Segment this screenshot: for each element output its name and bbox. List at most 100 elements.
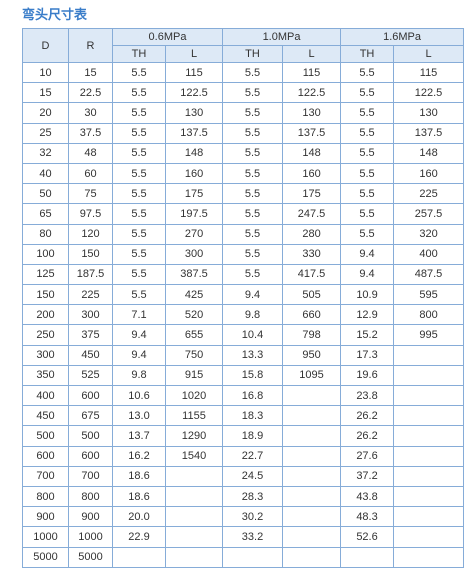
table-row: 400 600 10.6 1020 16.8 23.8 (22, 384, 465, 407)
cell: 150 (68, 243, 113, 265)
cell: 148 (393, 142, 465, 164)
cell: 10 (22, 61, 69, 84)
cell (282, 405, 342, 427)
cell: 5.5 (222, 61, 284, 84)
cell: 22.7 (222, 445, 284, 467)
cell (393, 344, 465, 366)
cell: 1000 (68, 526, 113, 548)
cell: 18.6 (112, 465, 166, 487)
table-row: 1000 1000 22.9 33.2 52.6 (22, 526, 465, 548)
cell: 13.3 (222, 344, 284, 366)
cell: 5.5 (340, 162, 395, 185)
cell: 122.5 (282, 82, 342, 104)
cell: 5.5 (112, 162, 166, 185)
cell: 23.8 (340, 384, 395, 407)
cell: 400 (22, 384, 69, 407)
table-row: 800 800 18.6 28.3 43.8 (22, 485, 465, 508)
cell: 5.5 (112, 183, 166, 205)
cell: 700 (22, 465, 69, 487)
cell: 300 (22, 344, 69, 366)
cell: 148 (282, 142, 342, 164)
cell: 330 (282, 243, 342, 265)
cell (222, 546, 284, 568)
cell: 20 (22, 102, 69, 124)
cell: 257.5 (393, 203, 465, 225)
cell: 250 (22, 324, 69, 346)
cell (282, 546, 342, 568)
cell: 5.5 (222, 183, 284, 205)
group-header: 1.0MPa (222, 28, 342, 46)
table-row: 80 120 5.5 270 5.5 280 5.5 320 (22, 223, 465, 245)
cell: 1020 (164, 384, 224, 407)
cell: 22.5 (68, 82, 113, 104)
table-row: 10 15 5.5 115 5.5 115 5.5 115 (22, 61, 465, 84)
cell: 655 (164, 324, 224, 346)
cell: 5.5 (340, 203, 395, 225)
cell: 425 (164, 284, 224, 306)
cell: 1290 (164, 425, 224, 447)
cell: 995 (393, 324, 465, 346)
cell (282, 425, 342, 447)
cell: 9.4 (340, 263, 395, 286)
cell (393, 445, 465, 467)
cell: 122.5 (393, 82, 465, 104)
cell (164, 465, 224, 487)
cell: 120 (68, 223, 113, 245)
cell: 1095 (282, 364, 342, 387)
cell: 7.1 (112, 304, 166, 326)
cell: 20.0 (112, 506, 166, 528)
cell: 5000 (68, 546, 113, 568)
cell (393, 465, 465, 487)
cell: 60 (68, 162, 113, 185)
table-row: 25 37.5 5.5 137.5 5.5 137.5 5.5 137.5 (22, 122, 465, 144)
cell: 5.5 (222, 82, 284, 104)
cell (164, 506, 224, 528)
cell: 300 (164, 243, 224, 265)
cell: 13.0 (112, 405, 166, 427)
cell: 1155 (164, 405, 224, 427)
cell: 97.5 (68, 203, 113, 225)
title: 弯头尺寸表 (22, 7, 88, 22)
cell: 5.5 (112, 263, 166, 286)
header-row: D R 0.6MPa 1.0MPa 1.6MPa (22, 28, 465, 63)
cell (393, 485, 465, 508)
table-row: 20 30 5.5 130 5.5 130 5.5 130 (22, 102, 465, 124)
cell: 150 (22, 284, 69, 306)
cell: 5.5 (340, 183, 395, 205)
table-row: 100 150 5.5 300 5.5 330 9.4 400 (22, 243, 465, 265)
cell: 33.2 (222, 526, 284, 548)
cell: 600 (68, 384, 113, 407)
cell: 115 (393, 61, 465, 84)
cell: 798 (282, 324, 342, 346)
cell: 18.3 (222, 405, 284, 427)
cell: 5.5 (222, 162, 284, 185)
table-row: 250 375 9.4 655 10.4 798 15.2 995 (22, 324, 465, 346)
cell: 125 (22, 263, 69, 286)
cell: 32 (22, 142, 69, 164)
cell: 48.3 (340, 506, 395, 528)
cell: 37.5 (68, 122, 113, 144)
cell: 22.9 (112, 526, 166, 548)
cell: 15 (68, 61, 113, 84)
cell: 13.7 (112, 425, 166, 447)
cell: 320 (393, 223, 465, 245)
cell: 9.8 (222, 304, 284, 326)
cell: 17.3 (340, 344, 395, 366)
cell: 675 (68, 405, 113, 427)
cell: 137.5 (282, 122, 342, 144)
cell: 375 (68, 324, 113, 346)
sub-header: TH (340, 45, 395, 63)
cell: 15 (22, 82, 69, 104)
cell: 1000 (22, 526, 69, 548)
cell: 225 (393, 183, 465, 205)
cell: 130 (164, 102, 224, 124)
cell (282, 445, 342, 467)
cell: 48 (68, 142, 113, 164)
cell: 450 (68, 344, 113, 366)
cell: 5.5 (340, 122, 395, 144)
cell (393, 384, 465, 407)
cell: 487.5 (393, 263, 465, 286)
cell: 5.5 (112, 284, 166, 306)
cell: 500 (68, 425, 113, 447)
cell: 450 (22, 405, 69, 427)
